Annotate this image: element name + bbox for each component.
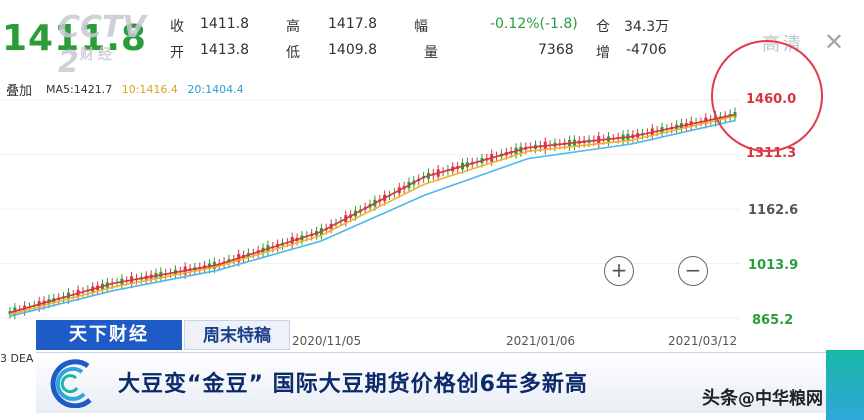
ma20-label: 20:1404.4 — [187, 83, 244, 96]
position-value: 34.3万 — [624, 19, 670, 35]
high-value: 1417.8 — [328, 16, 377, 32]
low-value: 1409.8 — [328, 42, 377, 58]
low-label: 低 — [286, 45, 300, 61]
watermark: 头条@中华粮网 — [702, 384, 823, 410]
headline: 大豆变“金豆” 国际大豆期货价格创6年多新高 — [118, 372, 588, 397]
channel-logo: CCTV 2 财经 — [58, 10, 166, 80]
increase-value: -4706 — [626, 42, 667, 58]
price-level-4: 1013.9 — [748, 258, 799, 273]
ma-line-ma5 — [9, 113, 736, 314]
zoom-out-button[interactable]: − — [678, 256, 708, 286]
highlight-circle — [711, 40, 823, 152]
cctv-swirl-icon — [50, 359, 92, 408]
change-label: 幅 — [414, 19, 428, 35]
price-level-5: 865.2 — [752, 313, 794, 328]
close-value: 1411.8 — [200, 16, 249, 32]
close-icon[interactable]: ✕ — [824, 28, 845, 56]
side-strip — [826, 350, 864, 420]
ma-line-10 — [9, 115, 736, 316]
kline-chart[interactable] — [0, 74, 864, 346]
zoom-in-button[interactable]: + — [604, 256, 634, 286]
increase-label: 增 — [596, 45, 610, 61]
left-edge-fragment: 3 DEA — [0, 352, 34, 420]
change-value: -0.12%(-1.8) — [490, 16, 578, 32]
segment-tag: 周末特稿 — [184, 320, 290, 350]
channel-logo-text: CCTV 2 — [58, 10, 146, 80]
ma-legend: MA5:1421.7 10:1416.4 20:1404.4 — [46, 83, 250, 96]
program-tag: 天下财经 — [36, 320, 182, 350]
volume-label: 量 — [424, 45, 438, 61]
date-label-3: 2021/03/12 — [668, 334, 738, 348]
position-label: 仓 — [596, 19, 610, 35]
date-label-2: 2021/01/06 — [506, 334, 576, 348]
overlay-button[interactable]: 叠加 — [6, 84, 33, 99]
open-value: 1413.8 — [200, 42, 249, 58]
headline-bar — [36, 352, 828, 413]
quote-header: 1411.8 CCTV 2 财经 收 1411.8 高 1417.8 幅 -0.… — [0, 0, 864, 80]
price-level-3: 1162.6 — [748, 203, 799, 218]
date-label-1: 2020/11/05 — [292, 334, 362, 348]
high-label: 高 — [286, 19, 300, 35]
watermark-prefix: 头条 — [702, 388, 738, 409]
watermark-name: @中华粮网 — [738, 389, 823, 409]
channel-logo-sub: 财经 — [80, 47, 116, 63]
ma5-label: MA5:1421.7 — [46, 83, 113, 96]
ma-line-20 — [9, 119, 736, 318]
last-price: 1411.8 — [2, 18, 147, 59]
close-label: 收 — [170, 19, 184, 35]
open-label: 开 — [170, 45, 184, 61]
ma10-label: 10:1416.4 — [121, 83, 178, 96]
volume-value: 7368 — [538, 42, 574, 58]
